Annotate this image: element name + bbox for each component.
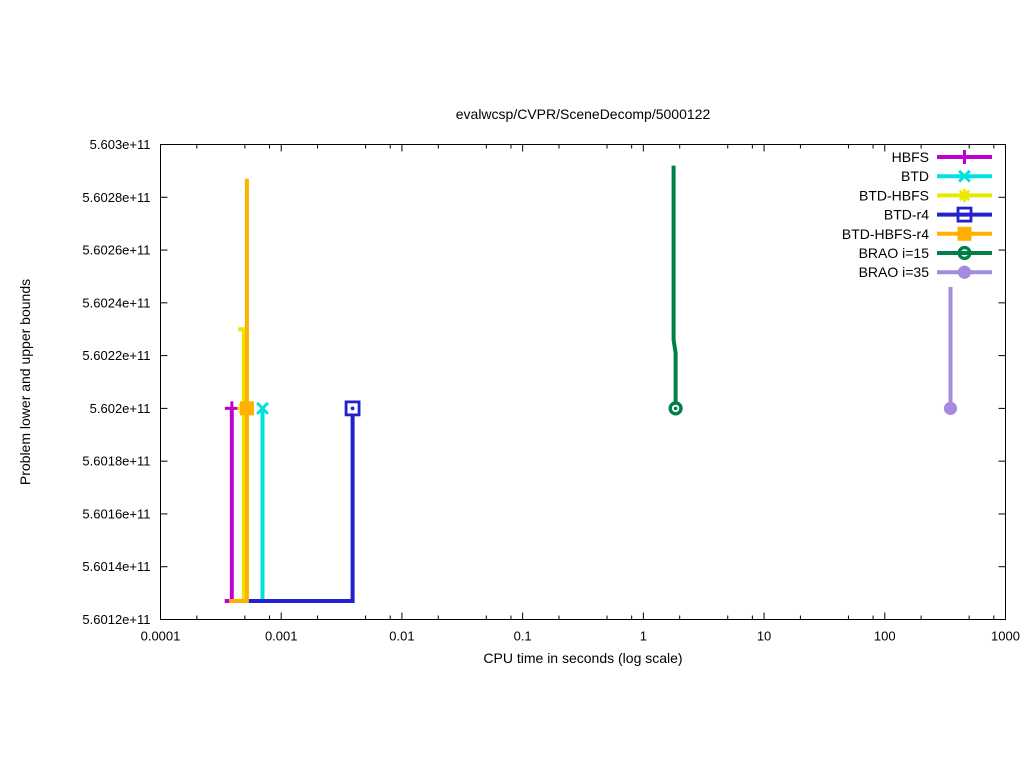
series-marker-brao-i-15 (668, 401, 683, 416)
x-tick-label: 1 (640, 629, 647, 644)
legend-label-btd-r4: BTD-r4 (884, 207, 929, 223)
y-tick-label: 5.602e+11 (90, 401, 151, 416)
series-line-btd-hbfs (238, 327, 246, 601)
y-tick-label: 5.603e+11 (90, 137, 151, 152)
series-marker-btd-hbfs-r4 (239, 401, 254, 416)
x-tick-label: 100 (874, 629, 896, 644)
legend-label-hbfs: HBFS (892, 149, 929, 165)
legend-marker-btd-r4 (956, 206, 973, 223)
series-line-btd-r4 (246, 408, 355, 603)
legend-label-btd-hbfs: BTD-HBFS (859, 187, 929, 203)
y-tick-label: 5.6012e+11 (82, 612, 150, 627)
legend-marker-btd-hbfs-r4 (957, 226, 972, 241)
series-marker-btd-r4 (344, 400, 361, 417)
x-axis-label: CPU time in seconds (log scale) (483, 650, 682, 666)
y-axis-label: Problem lower and upper bounds (17, 279, 33, 485)
series-marker-brao-i-35 (943, 401, 958, 415)
x-tick-label: 10 (757, 629, 771, 644)
series-line-brao-i-15 (671, 165, 678, 409)
x-tick-label: 0.001 (265, 629, 298, 644)
legend-marker-btd-hbfs (958, 188, 971, 202)
x-tick-label: 0.0001 (141, 629, 181, 644)
x-tick-label: 1000 (991, 629, 1020, 644)
y-tick-label: 5.6014e+11 (82, 559, 150, 574)
legend-label-btd-hbfs-r4: BTD-HBFS-r4 (842, 226, 929, 242)
legend-marker-brao-i-35 (957, 265, 972, 279)
legend-marker-hbfs (957, 150, 972, 164)
y-tick-label: 5.6022e+11 (82, 348, 150, 363)
legend-label-btd: BTD (901, 168, 929, 184)
legend-label-brao-i-35: BRAO i=35 (859, 264, 930, 280)
series-line-btd-hbfs-r4 (229, 178, 249, 603)
series-marker-hbfs (224, 401, 239, 416)
legend-marker-btd (958, 169, 971, 183)
series-marker-btd (256, 401, 269, 415)
x-tick-label: 0.01 (389, 629, 414, 644)
legend-marker-brao-i-15 (957, 245, 972, 261)
y-tick-label: 5.6026e+11 (82, 243, 150, 258)
y-tick-label: 5.6028e+11 (82, 190, 150, 205)
chart-title: evalwcsp/CVPR/SceneDecomp/5000122 (456, 106, 711, 122)
y-tick-label: 5.6018e+11 (82, 454, 150, 469)
y-tick-label: 5.6024e+11 (82, 295, 150, 310)
plot-border (160, 144, 1006, 620)
legend-label-brao-i-15: BRAO i=15 (859, 245, 930, 261)
x-tick-label: 0.1 (514, 629, 532, 644)
y-tick-label: 5.6016e+11 (82, 506, 150, 521)
